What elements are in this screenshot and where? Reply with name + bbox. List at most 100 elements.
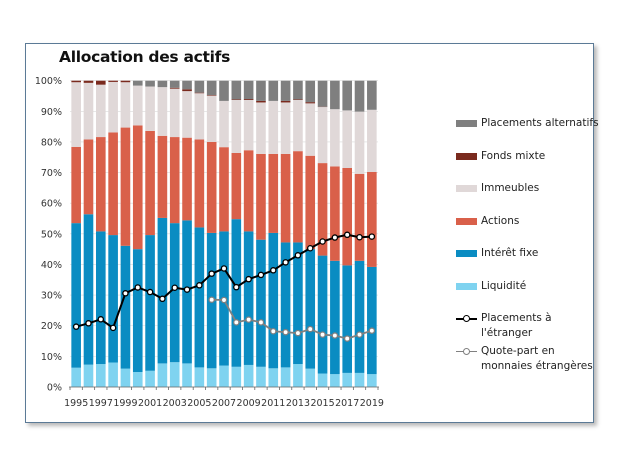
bar-segment-liquidit-: [342, 372, 353, 387]
bar-segment-liquidit-: [83, 364, 94, 387]
x-tick-label: 2003: [163, 398, 187, 409]
legend-item-placements-alternatifs: Placements alternatifs: [456, 116, 599, 131]
line-point: [306, 244, 314, 252]
bar-segment-actions: [145, 130, 155, 236]
bar-segment-actions: [268, 153, 279, 233]
legend-swatch: [456, 120, 477, 127]
bar-segment-immeubles: [83, 82, 94, 140]
bar-segment-fonds-mixte: [280, 100, 291, 103]
legend-label: Placements à l'étranger: [481, 312, 552, 339]
x-tick-label: 2001: [138, 398, 162, 409]
bar-segment-actions: [182, 137, 192, 221]
bar-segment-int-r-t-fixe: [367, 266, 377, 375]
bar-segment-liquidit-: [268, 368, 279, 387]
bar-segment-immeubles: [330, 109, 340, 167]
bar-segment-immeubles: [71, 82, 81, 147]
bar-segment-liquidit-: [182, 363, 192, 387]
bar-segment-immeubles: [268, 100, 279, 154]
line-point: [72, 323, 80, 330]
bar-segment-immeubles: [317, 107, 328, 164]
legend-item-liquidite: Liquidité: [456, 279, 526, 294]
legend-label: Intérêt fixe: [481, 247, 539, 259]
bar-segment-actions: [219, 147, 229, 232]
bar-segment-placements-alternatifs: [194, 80, 205, 93]
x-tick-label: 2011: [261, 398, 285, 409]
lines: [72, 231, 376, 342]
legend-line-marker: [456, 311, 477, 326]
line-point: [270, 328, 277, 335]
legend-label: Placements alternatifs: [481, 117, 599, 129]
bar-segment-fonds-mixte: [120, 80, 131, 83]
bar-segment-actions: [71, 146, 81, 224]
x-tick-label: 2015: [310, 398, 334, 409]
line-point: [368, 233, 376, 240]
bar-segment-placements-alternatifs: [342, 80, 353, 111]
bar-segment-placements-alternatifs: [132, 80, 143, 86]
legend-item-immeubles: Immeubles: [456, 181, 539, 196]
bar-segment-actions: [293, 151, 303, 243]
bar-segment-actions: [120, 127, 131, 246]
bar-segment-liquidit-: [132, 371, 143, 387]
bar-segment-fonds-mixte: [182, 89, 192, 92]
bar-segment-actions: [280, 153, 291, 243]
bar-segment-liquidit-: [95, 364, 106, 387]
bar-segment-immeubles: [182, 91, 192, 138]
line-point: [294, 252, 302, 259]
bar-segment-fonds-mixte: [95, 80, 106, 85]
bar-segment-placements-alternatifs: [145, 80, 155, 87]
bar-segment-actions: [342, 167, 353, 266]
bar-segment-immeubles: [305, 103, 316, 156]
line-point: [257, 271, 265, 279]
legend-item-fonds-mixte: Fonds mixte: [456, 149, 545, 164]
legend-label: Fonds mixte: [481, 149, 546, 162]
line-point: [294, 329, 302, 337]
line-point: [109, 324, 117, 332]
y-tick-label: 0%: [47, 383, 62, 394]
bar-segment-fonds-mixte: [194, 92, 205, 94]
line-point: [306, 325, 314, 333]
bar-segment-liquidit-: [194, 367, 205, 387]
legend-item-interet-fixe: Intérêt fixe: [456, 246, 538, 261]
line-point: [196, 282, 203, 289]
line-point: [220, 296, 228, 304]
y-tick-label: 100%: [35, 76, 62, 87]
bar-segment-actions: [206, 141, 217, 233]
legend-swatch: [456, 250, 477, 257]
line-point: [233, 283, 240, 291]
bar-segment-actions: [231, 152, 242, 220]
bar-segment-immeubles: [95, 84, 106, 138]
bar-segment-immeubles: [280, 102, 291, 154]
bar-segment-immeubles: [194, 93, 205, 140]
bar-segment-int-r-t-fixe: [120, 245, 131, 369]
bar-segment-placements-alternatifs: [219, 80, 229, 101]
line-point: [183, 286, 191, 293]
bar-segment-int-r-t-fixe: [194, 227, 205, 368]
bar-segment-liquidit-: [231, 366, 242, 387]
bar-segment-immeubles: [108, 81, 118, 133]
bar-segment-fonds-mixte: [169, 87, 180, 89]
bar-segment-actions: [367, 171, 377, 267]
bar-segment-actions: [305, 155, 316, 250]
bar-segment-int-r-t-fixe: [169, 223, 180, 363]
bar-segment-placements-alternatifs: [280, 80, 291, 101]
bar-segment-fonds-mixte: [108, 80, 118, 82]
legend-label: Quote-part en monnaies étrangères: [481, 345, 593, 372]
bar-segment-immeubles: [231, 99, 242, 153]
bar-segment-immeubles: [293, 99, 303, 152]
y-tick-label: 40%: [41, 260, 62, 271]
x-tick-label: 1995: [64, 398, 88, 409]
line-point: [257, 319, 265, 326]
bar-segment-immeubles: [219, 100, 229, 148]
bar-segment-liquidit-: [280, 367, 291, 387]
bar-segment-immeubles: [157, 87, 168, 136]
bar-segment-actions: [95, 137, 106, 232]
x-tick-label: 2019: [360, 398, 384, 409]
line-point: [171, 284, 178, 292]
y-tick-label: 10%: [41, 352, 62, 363]
line-point: [85, 320, 92, 327]
legend-swatch: [456, 152, 477, 160]
bar-segment-liquidit-: [108, 362, 118, 387]
bar-segment-int-r-t-fixe: [71, 223, 81, 368]
bar-segment-fonds-mixte: [231, 99, 242, 100]
legend-swatch: [456, 185, 477, 192]
